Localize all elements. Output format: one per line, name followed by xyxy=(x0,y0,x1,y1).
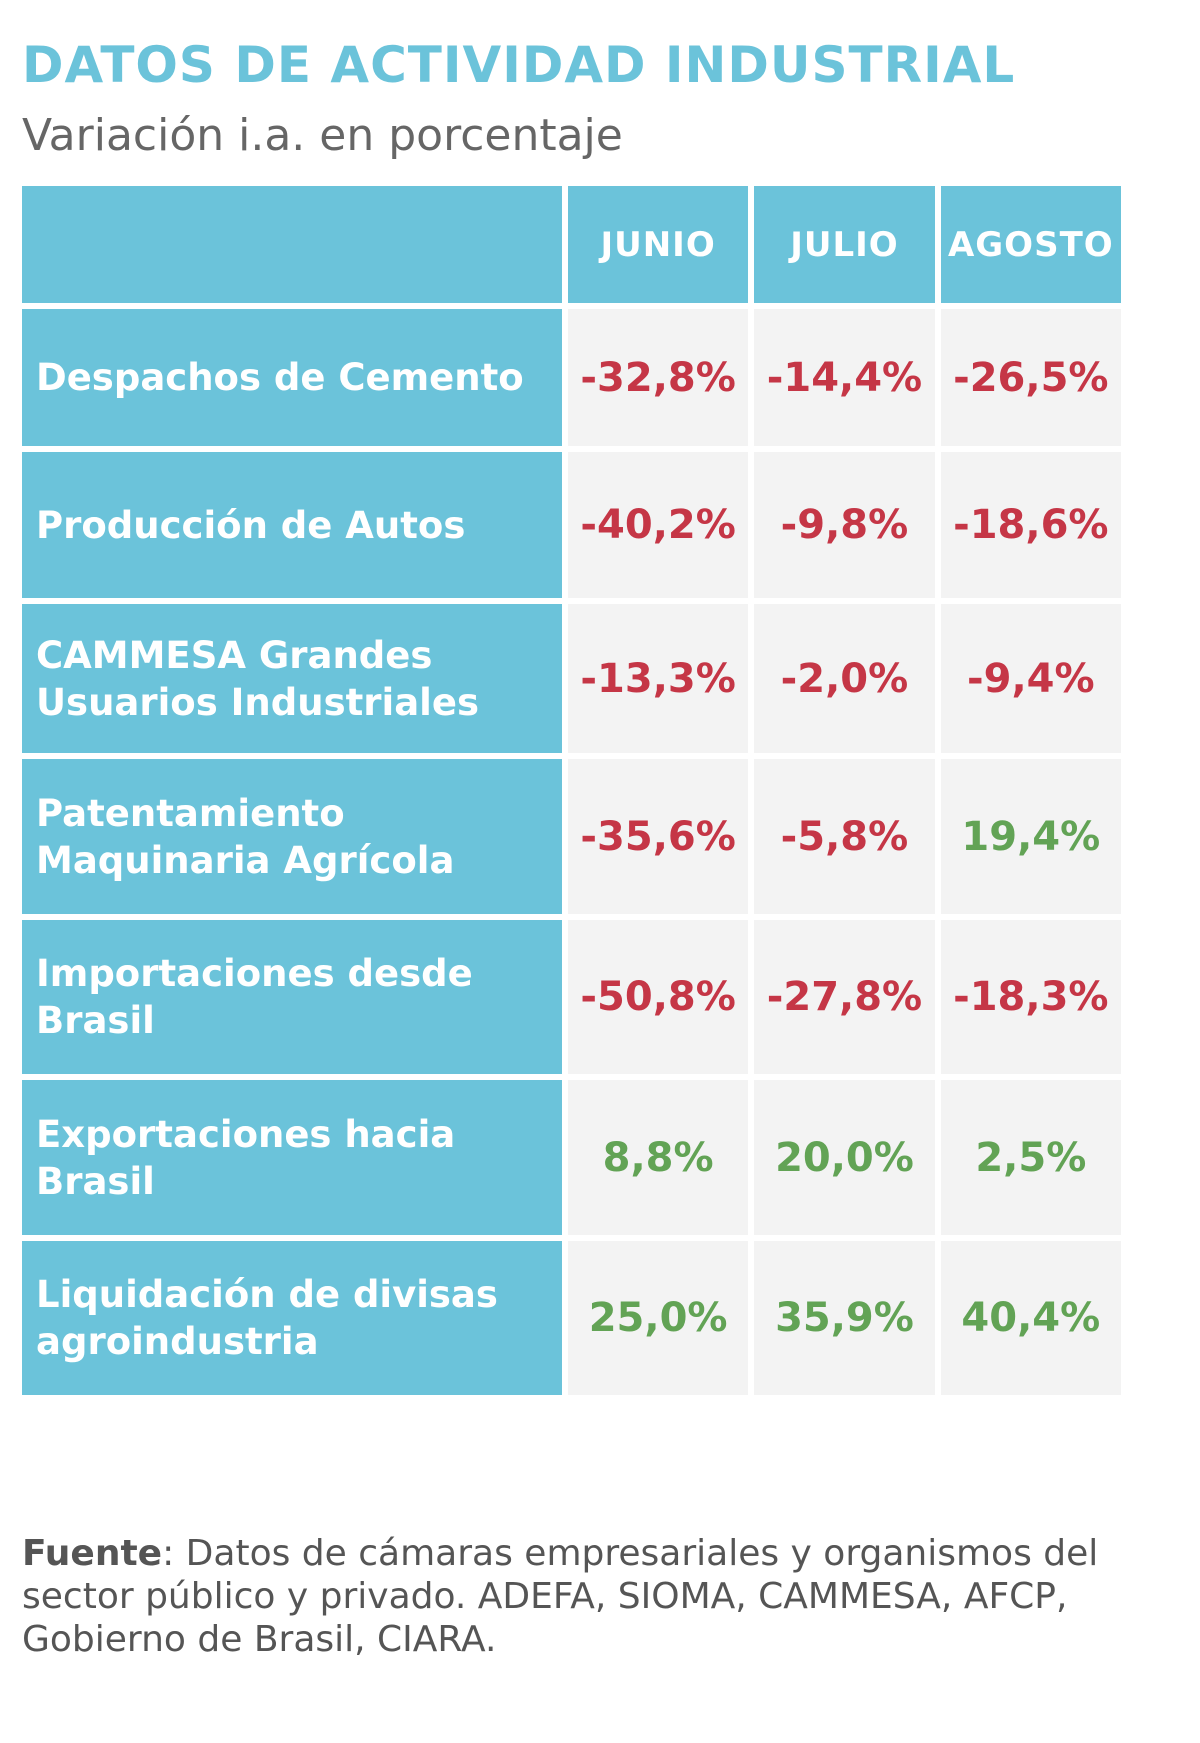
row-label: CAMMESA Grandes Usuarios Industriales xyxy=(22,604,562,753)
header-empty-cell xyxy=(22,186,562,303)
value-cell: 35,9% xyxy=(754,1241,935,1395)
value-cell: 40,4% xyxy=(940,1241,1121,1395)
row-label: Liquidación de divisas agroindustria xyxy=(22,1241,562,1395)
value-cell: -35,6% xyxy=(567,759,749,914)
value-cell: -18,3% xyxy=(940,920,1121,1074)
value-cell: -2,0% xyxy=(754,604,935,753)
value-cell: -40,2% xyxy=(567,452,749,598)
row-label: Producción de Autos xyxy=(22,452,562,598)
row-label: Patentamiento Maquinaria Agrícola xyxy=(22,759,562,914)
source-label: Fuente xyxy=(22,1533,163,1574)
table-row: Exportaciones hacia Brasil 8,8% 20,0% 2,5% xyxy=(22,1080,1121,1235)
value-cell: 19,4% xyxy=(940,759,1121,914)
value-cell: -32,8% xyxy=(567,309,749,446)
value-cell: 20,0% xyxy=(754,1080,935,1235)
value-cell: 2,5% xyxy=(940,1080,1121,1235)
value-cell: -13,3% xyxy=(567,604,749,753)
table-header-row: JUNIO JULIO AGOSTO xyxy=(22,186,1121,303)
value-cell: 25,0% xyxy=(567,1241,749,1395)
row-label: Exportaciones hacia Brasil xyxy=(22,1080,562,1235)
value-cell: -50,8% xyxy=(567,920,749,1074)
value-cell: -26,5% xyxy=(940,309,1121,446)
page-subtitle: Variación i.a. en porcentaje xyxy=(22,110,623,161)
table-row: Patentamiento Maquinaria Agrícola -35,6% -… xyxy=(22,759,1121,914)
value-cell: -9,4% xyxy=(940,604,1121,753)
value-cell: -5,8% xyxy=(754,759,935,914)
row-label: Importaciones desde Brasil xyxy=(22,920,562,1074)
column-header: JUNIO xyxy=(567,186,749,303)
table-row: Liquidación de divisas agroindustria 25,0… xyxy=(22,1241,1121,1395)
industrial-activity-table: JUNIO JULIO AGOSTO Despachos de Cemento -… xyxy=(16,180,1127,1401)
column-header: AGOSTO xyxy=(940,186,1121,303)
source-text: : Datos de cámaras empresariales y organ… xyxy=(22,1533,1099,1660)
table-row: Despachos de Cemento -32,8% -14,4% -26,5% xyxy=(22,309,1121,446)
source-note: Fuente: Datos de cámaras empresariales y… xyxy=(22,1532,1132,1661)
table-row: Importaciones desde Brasil -50,8% -27,8% -1… xyxy=(22,920,1121,1074)
page-title: DATOS DE ACTIVIDAD INDUSTRIAL xyxy=(22,36,1016,94)
table-row: CAMMESA Grandes Usuarios Industriales -13… xyxy=(22,604,1121,753)
column-header: JULIO xyxy=(754,186,935,303)
value-cell: -27,8% xyxy=(754,920,935,1074)
value-cell: 8,8% xyxy=(567,1080,749,1235)
table-body: Despachos de Cemento -32,8% -14,4% -26,5% Pr… xyxy=(22,309,1121,1395)
value-cell: -18,6% xyxy=(940,452,1121,598)
row-label: Despachos de Cemento xyxy=(22,309,562,446)
value-cell: -14,4% xyxy=(754,309,935,446)
value-cell: -9,8% xyxy=(754,452,935,598)
table-row: Producción de Autos -40,2% -9,8% -18,6% xyxy=(22,452,1121,598)
